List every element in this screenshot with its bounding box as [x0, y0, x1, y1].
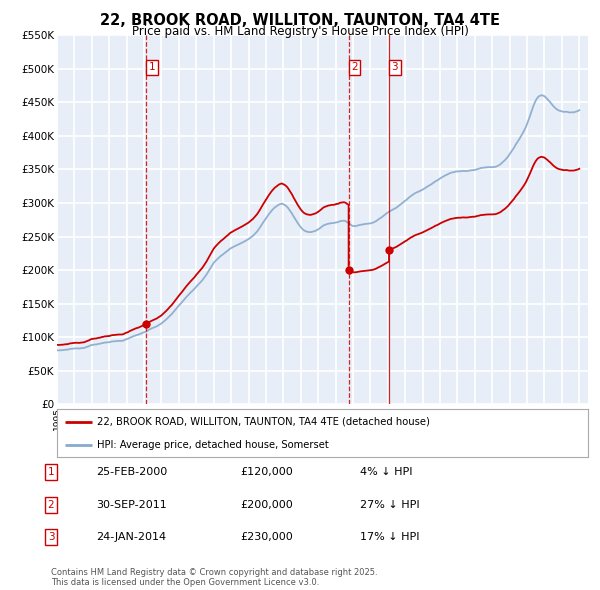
Text: 17% ↓ HPI: 17% ↓ HPI: [360, 532, 419, 542]
Text: 22, BROOK ROAD, WILLITON, TAUNTON, TA4 4TE: 22, BROOK ROAD, WILLITON, TAUNTON, TA4 4…: [100, 13, 500, 28]
Text: Price paid vs. HM Land Registry's House Price Index (HPI): Price paid vs. HM Land Registry's House …: [131, 25, 469, 38]
Text: 25-FEB-2000: 25-FEB-2000: [96, 467, 167, 477]
Text: 24-JAN-2014: 24-JAN-2014: [96, 532, 166, 542]
Text: 22, BROOK ROAD, WILLITON, TAUNTON, TA4 4TE (detached house): 22, BROOK ROAD, WILLITON, TAUNTON, TA4 4…: [97, 417, 430, 427]
Text: 3: 3: [47, 532, 55, 542]
Text: £230,000: £230,000: [240, 532, 293, 542]
Text: 2: 2: [47, 500, 55, 510]
Text: 2: 2: [351, 62, 358, 72]
Text: 27% ↓ HPI: 27% ↓ HPI: [360, 500, 419, 510]
Text: 1: 1: [47, 467, 55, 477]
Text: 30-SEP-2011: 30-SEP-2011: [96, 500, 167, 510]
Text: £120,000: £120,000: [240, 467, 293, 477]
Text: 1: 1: [149, 62, 156, 72]
Text: 4% ↓ HPI: 4% ↓ HPI: [360, 467, 413, 477]
Text: 3: 3: [392, 62, 398, 72]
Text: HPI: Average price, detached house, Somerset: HPI: Average price, detached house, Some…: [97, 440, 329, 450]
Text: £200,000: £200,000: [240, 500, 293, 510]
Text: Contains HM Land Registry data © Crown copyright and database right 2025.
This d: Contains HM Land Registry data © Crown c…: [51, 568, 377, 587]
